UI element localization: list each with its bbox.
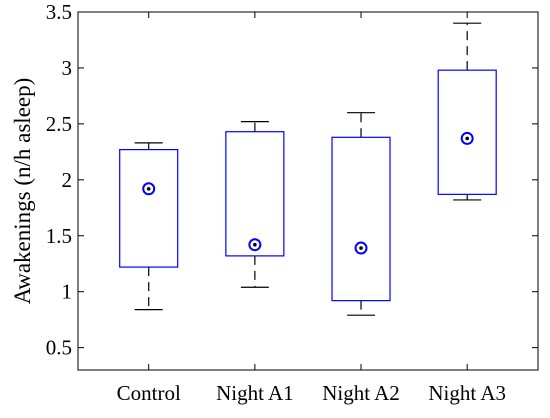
box-group [119,142,179,311]
box-group [437,22,497,201]
box-group [225,121,285,288]
median-marker-dot [146,186,151,191]
median-marker-dot [253,242,257,247]
y-tick-label: 2.5 [46,112,72,136]
iqr-box [437,69,497,195]
x-tick-label: Control [117,381,181,405]
box-group [331,112,391,316]
axis-labels: Awakenings (n/h asleep) [10,78,35,305]
x-tick-label: Night A1 [216,381,294,405]
median-marker-dot [359,246,363,250]
axes-frame [77,11,539,371]
y-axis-label: Awakenings (n/h asleep) [10,78,35,305]
y-tick-label: 1 [62,280,73,304]
iqr-box [225,131,285,257]
y-tick-label: 1.5 [46,224,72,248]
x-tick-label: Night A3 [428,381,506,405]
y-tick-label: 2 [62,168,73,192]
box-series [119,22,497,316]
iqr-box [331,136,391,302]
axis-ticks: 0.5 1 1.5 2 2.5 3 3.5 Control Night A1 Night A2 Ni… [46,0,538,405]
y-tick-label: 0.5 [46,336,72,360]
y-tick-label: 3 [62,56,73,80]
median-marker-dot [465,136,469,141]
y-tick-label: 3.5 [46,0,72,24]
x-tick-label: Night A2 [322,381,400,405]
plot-area [77,11,539,371]
iqr-box [119,149,179,268]
